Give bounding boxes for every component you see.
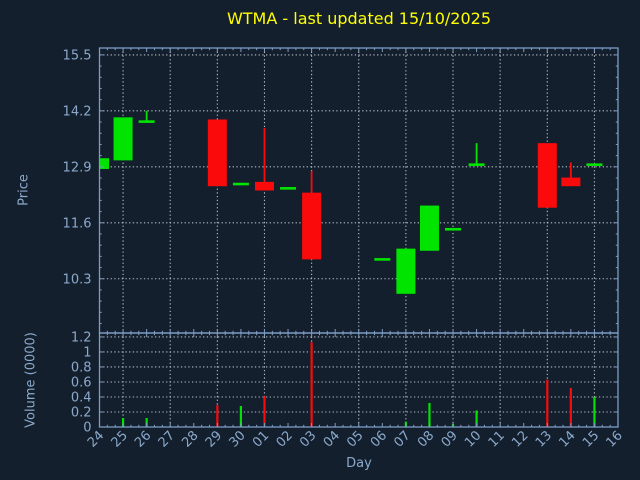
candle-29 bbox=[207, 119, 227, 187]
day-tick-label: 25 bbox=[109, 428, 131, 450]
volume-bar-01 bbox=[263, 396, 266, 427]
volume-bar-10 bbox=[475, 410, 478, 427]
day-tick-label: 09 bbox=[439, 428, 461, 450]
volume-bars bbox=[121, 342, 596, 427]
candle-25 bbox=[113, 117, 133, 161]
price-tick-label: 12.9 bbox=[63, 160, 92, 175]
volume-tick-label: 1 bbox=[83, 345, 91, 360]
day-tick-label: 29 bbox=[203, 428, 225, 450]
candle-15 bbox=[586, 163, 603, 166]
candle-02 bbox=[280, 187, 297, 190]
candle-13 bbox=[537, 143, 557, 208]
chart-title: WTMA - last updated 15/10/2025 bbox=[226, 9, 492, 28]
volume-bar-13 bbox=[546, 379, 549, 427]
price-axis-label: Price bbox=[16, 174, 32, 206]
volume-tick-label: 0 bbox=[83, 421, 91, 436]
day-tick-label: 13 bbox=[533, 428, 555, 450]
volume-bar-03 bbox=[310, 342, 313, 427]
candle-09 bbox=[445, 227, 462, 231]
day-tick-label: 30 bbox=[226, 428, 248, 450]
day-tick-label: 07 bbox=[391, 428, 413, 450]
candle-14 bbox=[561, 177, 581, 187]
volume-axis-label: Volume (0000) bbox=[23, 332, 39, 428]
tick-marks bbox=[99, 48, 619, 428]
candle-24 bbox=[99, 158, 109, 169]
day-tick-label: 15 bbox=[580, 428, 602, 450]
day-tick-label: 02 bbox=[274, 428, 296, 450]
day-tick-label: 26 bbox=[132, 428, 154, 450]
candle-01 bbox=[254, 181, 274, 191]
candle-26 bbox=[138, 120, 155, 123]
day-tick-label: 14 bbox=[556, 428, 578, 450]
day-tick-label: 16 bbox=[604, 428, 626, 450]
volume-bar-08 bbox=[428, 402, 431, 427]
price-tick-label: 15.5 bbox=[63, 48, 92, 63]
day-tick-label: 06 bbox=[368, 428, 390, 450]
day-tick-label: 27 bbox=[156, 428, 178, 450]
day-tick-label: 28 bbox=[179, 428, 201, 450]
day-tick-label: 08 bbox=[415, 428, 437, 450]
price-tick-label: 10.3 bbox=[63, 272, 92, 287]
day-tick-label: 10 bbox=[462, 428, 484, 450]
price-tick-label: 14.2 bbox=[63, 104, 92, 119]
volume-bar-15 bbox=[593, 396, 596, 427]
candles bbox=[99, 110, 603, 294]
day-tick-label: 12 bbox=[509, 428, 531, 450]
day-tick-label: 05 bbox=[344, 428, 366, 450]
price-tick-label: 11.6 bbox=[63, 216, 92, 231]
day-axis-label: Day bbox=[346, 456, 372, 471]
candle-03 bbox=[302, 192, 322, 260]
day-tick-label: 03 bbox=[297, 428, 319, 450]
candle-06 bbox=[374, 258, 391, 261]
volume-tick-label: 0.6 bbox=[71, 375, 92, 390]
volume-bar-25 bbox=[121, 417, 125, 427]
candle-07 bbox=[396, 248, 416, 294]
day-tick-label: 11 bbox=[486, 428, 508, 450]
candle-30 bbox=[232, 182, 249, 186]
gridlines bbox=[99, 48, 618, 427]
candle-08 bbox=[419, 205, 439, 251]
volume-tick-label: 1.2 bbox=[71, 330, 92, 345]
day-tick-label: 04 bbox=[321, 428, 343, 450]
volume-bar-26 bbox=[145, 417, 148, 427]
day-tick-label: 01 bbox=[250, 428, 272, 450]
candle-10 bbox=[468, 163, 485, 166]
volume-bar-30 bbox=[239, 405, 243, 427]
volume-tick-label: 0.8 bbox=[71, 360, 92, 375]
volume-tick-label: 0.4 bbox=[71, 390, 92, 405]
volume-bar-29 bbox=[216, 405, 219, 427]
volume-tick-label: 0.2 bbox=[71, 405, 92, 420]
volume-bar-14 bbox=[569, 387, 572, 427]
